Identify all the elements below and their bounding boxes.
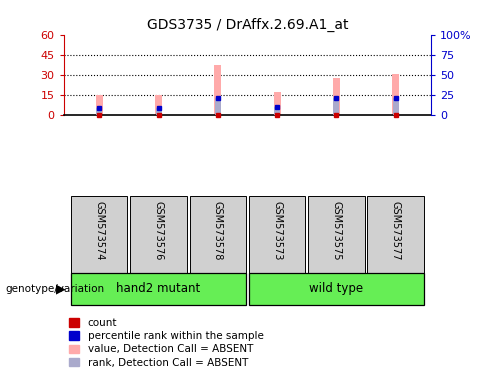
Text: genotype/variation: genotype/variation [5, 284, 104, 294]
Bar [96, 95, 103, 115]
Bar [71, 273, 246, 305]
Bar [274, 107, 280, 115]
Text: GSM573574: GSM573574 [94, 201, 104, 261]
Text: ▶: ▶ [56, 283, 66, 295]
Text: hand2 mutant: hand2 mutant [117, 283, 201, 295]
Bar [97, 109, 102, 115]
Legend: count, percentile rank within the sample, value, Detection Call = ABSENT, rank, : count, percentile rank within the sample… [69, 318, 264, 367]
Text: GSM573573: GSM573573 [272, 201, 282, 261]
Bar [190, 196, 246, 273]
Bar [156, 109, 162, 115]
Text: GSM573577: GSM573577 [391, 201, 401, 261]
Text: GSM573578: GSM573578 [213, 201, 223, 261]
Bar [214, 66, 221, 115]
Bar [308, 196, 365, 273]
Bar [249, 196, 305, 273]
Title: GDS3735 / DrAffx.2.69.A1_at: GDS3735 / DrAffx.2.69.A1_at [147, 18, 348, 32]
Bar [392, 98, 398, 115]
Bar [368, 196, 424, 273]
Bar [155, 95, 162, 115]
Text: wild type: wild type [309, 283, 364, 295]
Bar [333, 98, 339, 115]
Text: GSM573576: GSM573576 [153, 201, 164, 261]
Bar [71, 196, 127, 273]
Bar [249, 273, 424, 305]
Bar [333, 78, 340, 115]
Bar [392, 74, 399, 115]
Bar [130, 196, 187, 273]
Bar [273, 93, 281, 115]
Bar [215, 98, 221, 115]
Text: GSM573575: GSM573575 [331, 201, 342, 261]
